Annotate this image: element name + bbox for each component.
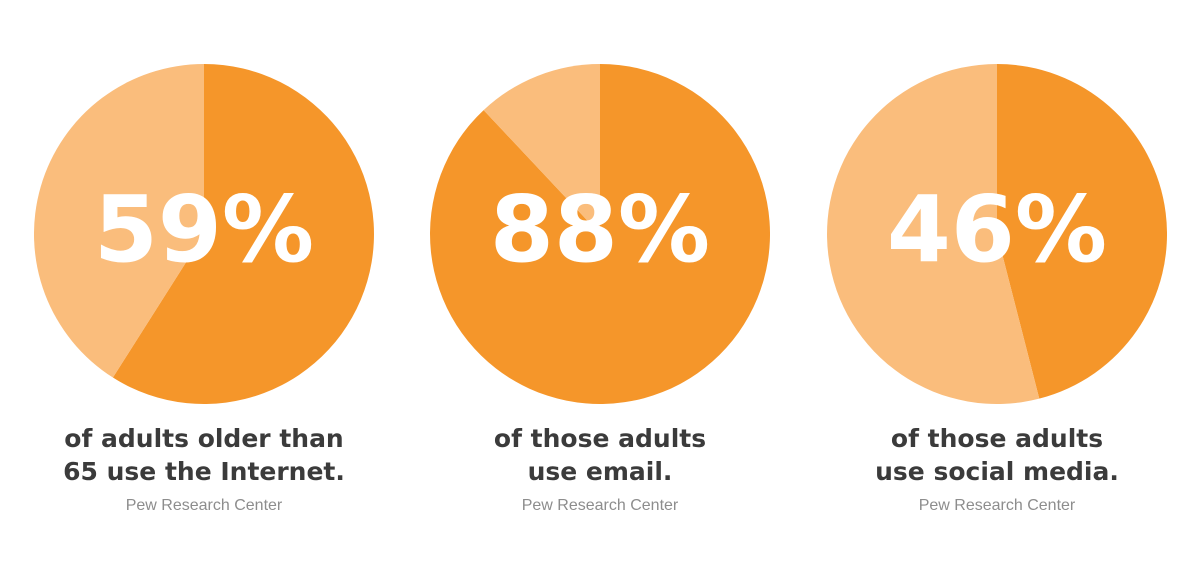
percent-label: 59% — [93, 176, 315, 283]
source-label: Pew Research Center — [918, 497, 1076, 514]
caption-line-2: 65 use the Internet. — [63, 457, 345, 486]
percent-label: 88% — [489, 176, 711, 283]
pie-chart: 88% — [430, 64, 770, 404]
caption-line-1: of those adults — [493, 424, 707, 453]
stat-caption: of adults older than 65 use the Internet… — [14, 422, 394, 488]
source-label: Pew Research Center — [521, 497, 679, 514]
stat-email-use: 88% of those adults use email. Pew Resea… — [410, 64, 790, 516]
pie-slice-share — [997, 64, 1167, 399]
pie-slice-remainder — [483, 64, 600, 234]
caption-line-2: use social media. — [875, 457, 1119, 486]
source-label: Pew Research Center — [125, 497, 283, 514]
stat-caption: of those adults use email. — [410, 422, 790, 488]
pie-slice-remainder — [34, 64, 204, 378]
pie-slice-remainder — [827, 64, 1040, 404]
caption-line-1: of adults older than — [64, 424, 344, 453]
pie-chart-svg — [430, 64, 770, 404]
pie-chart-svg — [34, 64, 374, 404]
pie-chart: 46% — [827, 64, 1167, 404]
stat-social-media-use: 46% of those adults use social media. Pe… — [807, 64, 1187, 516]
stat-internet-use: 59% of adults older than 65 use the Inte… — [14, 64, 394, 516]
caption-line-1: of those adults — [890, 424, 1104, 453]
percent-label: 46% — [886, 176, 1108, 283]
pie-chart: 59% — [34, 64, 374, 404]
pie-slice-share — [112, 64, 374, 404]
pie-chart-svg — [827, 64, 1167, 404]
pie-slice-share — [430, 64, 770, 404]
stat-caption: of those adults use social media. — [807, 422, 1187, 488]
caption-line-2: use email. — [527, 457, 673, 486]
